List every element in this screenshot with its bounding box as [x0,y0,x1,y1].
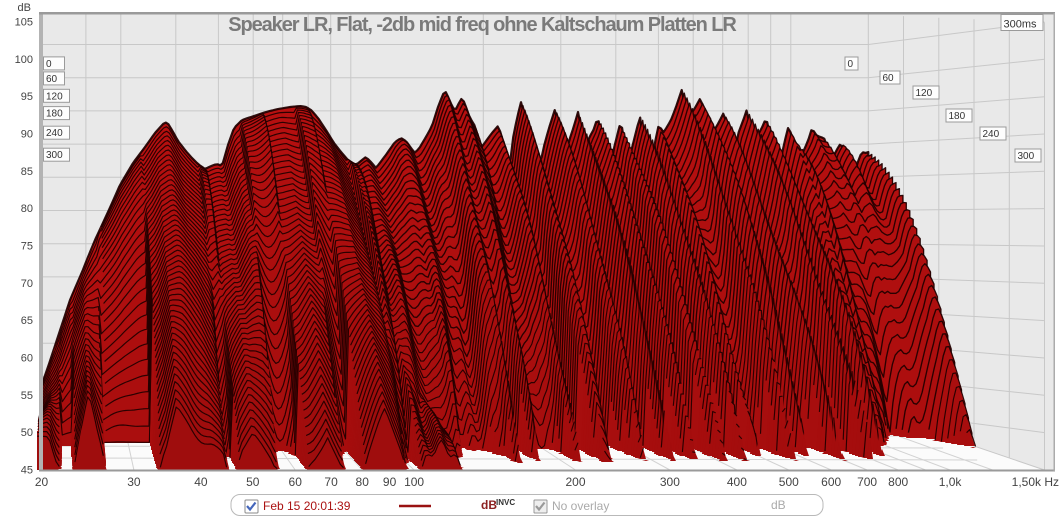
svg-text:50: 50 [21,427,33,439]
svg-text:300ms: 300ms [1004,19,1038,31]
svg-text:240: 240 [46,128,63,139]
svg-text:600: 600 [821,475,841,489]
svg-text:700: 700 [857,475,877,489]
svg-text:300: 300 [1018,151,1035,162]
svg-text:120: 120 [46,91,63,102]
svg-text:240: 240 [983,129,1000,140]
svg-text:60: 60 [46,74,58,85]
svg-text:20: 20 [35,475,49,489]
svg-text:0: 0 [848,59,854,70]
svg-text:70: 70 [324,475,338,489]
svg-text:400: 400 [727,475,747,489]
svg-text:300: 300 [46,150,63,161]
svg-text:95: 95 [21,91,33,103]
svg-text:60: 60 [21,353,33,365]
svg-text:1,0k: 1,0k [939,475,963,489]
svg-text:65: 65 [21,315,33,327]
svg-text:40: 40 [194,475,208,489]
svg-text:0: 0 [46,59,52,70]
svg-text:80: 80 [21,203,33,215]
svg-text:90: 90 [21,129,33,141]
svg-text:50: 50 [246,475,260,489]
svg-text:300: 300 [660,475,680,489]
svg-text:dB: dB [18,2,31,14]
svg-text:Speaker LR, Flat, -2db mid fre: Speaker LR, Flat, -2db mid freq ohne Kal… [228,14,737,36]
svg-text:105: 105 [15,17,33,29]
svg-text:75: 75 [21,241,33,253]
svg-text:55: 55 [21,390,33,402]
svg-text:60: 60 [883,73,895,84]
svg-text:120: 120 [916,88,933,99]
svg-text:45: 45 [21,465,33,477]
svg-text:INVC: INVC [496,498,515,507]
svg-text:60: 60 [289,475,303,489]
svg-text:Feb 15 20:01:39: Feb 15 20:01:39 [263,499,351,513]
svg-text:180: 180 [46,109,63,120]
svg-text:80: 80 [356,475,370,489]
svg-text:800: 800 [888,475,908,489]
svg-text:90: 90 [383,475,397,489]
svg-text:dB: dB [481,498,497,512]
svg-text:500: 500 [779,475,799,489]
svg-text:30: 30 [127,475,141,489]
svg-text:85: 85 [21,166,33,178]
svg-text:100: 100 [15,54,33,66]
svg-text:dB: dB [771,498,786,512]
svg-text:200: 200 [565,475,585,489]
svg-text:1,50k Hz: 1,50k Hz [1012,475,1059,489]
svg-text:180: 180 [949,111,966,122]
svg-text:No overlay: No overlay [552,499,609,513]
svg-text:70: 70 [21,278,33,290]
svg-text:100: 100 [404,475,424,489]
